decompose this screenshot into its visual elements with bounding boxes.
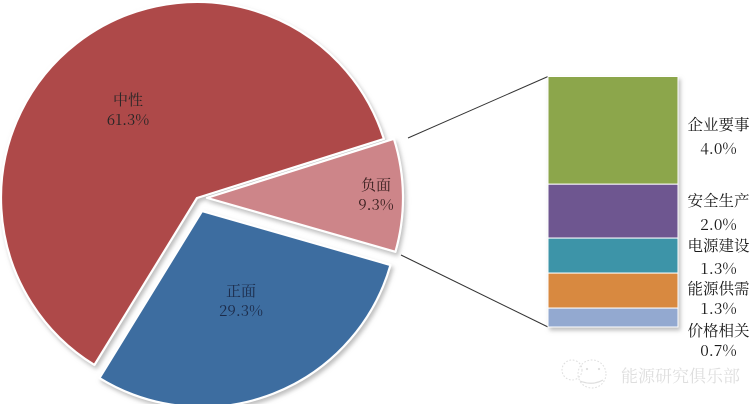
svg-text:能源研究俱乐部: 能源研究俱乐部 xyxy=(621,362,740,387)
